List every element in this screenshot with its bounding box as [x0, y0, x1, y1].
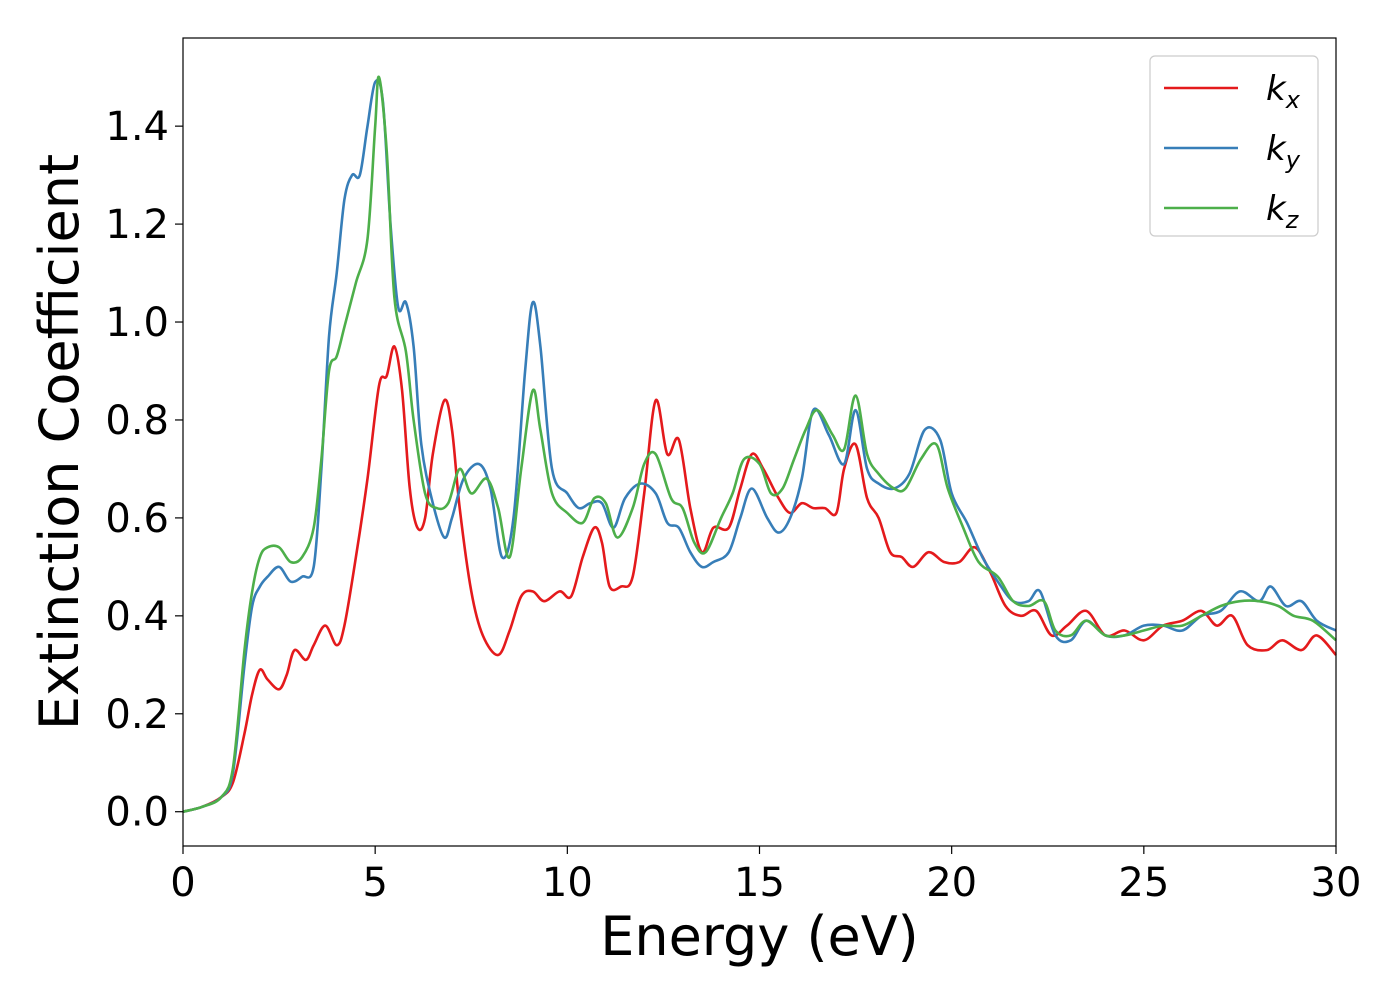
series-layer: [182, 75, 1337, 813]
series-line-kx: [182, 345, 1337, 813]
y-tick-label: 1.0: [105, 300, 169, 346]
x-axis-title: Energy (eV): [600, 905, 919, 968]
x-tick-label: 5: [362, 860, 387, 906]
x-tick-label: 30: [1311, 860, 1362, 906]
series-line-kz: [182, 75, 1337, 813]
x-tick-label: 15: [734, 860, 785, 906]
y-tick-label: 0.6: [105, 496, 169, 542]
x-tick-label: 0: [170, 860, 195, 906]
y-tick-label: 0.8: [105, 398, 169, 444]
x-tick-label: 10: [542, 860, 593, 906]
y-tick-label: 1.2: [105, 202, 169, 248]
ticks-layer: 0 5 10 15 20 25 30 0.0 0.2 0.4 0.6 0.8 1.0 1.2 1.4: [105, 104, 1361, 906]
legend-label-kx: kx: [1266, 69, 1301, 114]
x-tick-label: 20: [926, 860, 977, 906]
y-tick-label: 1.4: [105, 104, 169, 150]
legend-box: [1149, 55, 1319, 237]
y-tick-label: 0.2: [105, 692, 169, 738]
legend: kx ky kz: [1149, 55, 1319, 237]
series-line-ky: [182, 78, 1337, 813]
y-axis-title: Extinction Coefficient: [28, 154, 91, 730]
y-tick-label: 0.4: [105, 594, 169, 640]
x-tick-label: 25: [1118, 860, 1169, 906]
legend-label-kz: kz: [1266, 189, 1300, 234]
legend-label-ky: ky: [1266, 129, 1301, 174]
y-tick-label: 0.0: [105, 790, 169, 836]
